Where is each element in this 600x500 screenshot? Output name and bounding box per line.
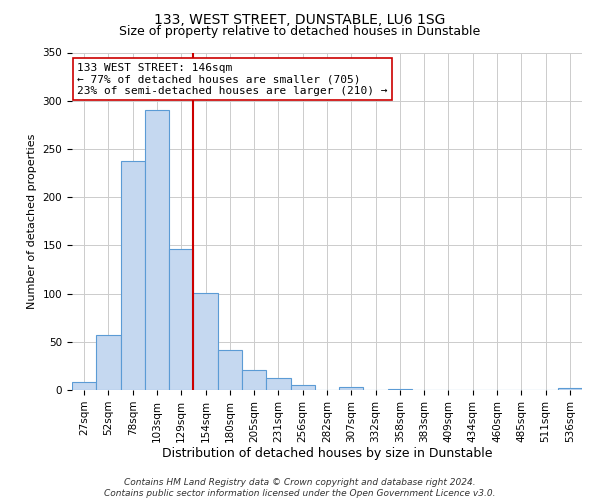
Bar <box>72 382 96 390</box>
Bar <box>145 110 169 390</box>
Bar <box>218 350 242 390</box>
Bar <box>388 389 412 390</box>
Bar <box>121 160 145 390</box>
Text: Size of property relative to detached houses in Dunstable: Size of property relative to detached ho… <box>119 25 481 38</box>
Text: 133, WEST STREET, DUNSTABLE, LU6 1SG: 133, WEST STREET, DUNSTABLE, LU6 1SG <box>154 12 446 26</box>
Bar <box>242 370 266 390</box>
Bar <box>339 387 364 390</box>
Text: Contains HM Land Registry data © Crown copyright and database right 2024.
Contai: Contains HM Land Registry data © Crown c… <box>104 478 496 498</box>
Bar <box>558 388 582 390</box>
Text: 133 WEST STREET: 146sqm
← 77% of detached houses are smaller (705)
23% of semi-d: 133 WEST STREET: 146sqm ← 77% of detache… <box>77 62 388 96</box>
X-axis label: Distribution of detached houses by size in Dunstable: Distribution of detached houses by size … <box>162 448 492 460</box>
Y-axis label: Number of detached properties: Number of detached properties <box>27 134 37 309</box>
Bar <box>266 378 290 390</box>
Bar <box>169 249 193 390</box>
Bar <box>193 292 218 390</box>
Bar <box>96 335 121 390</box>
Bar <box>290 385 315 390</box>
